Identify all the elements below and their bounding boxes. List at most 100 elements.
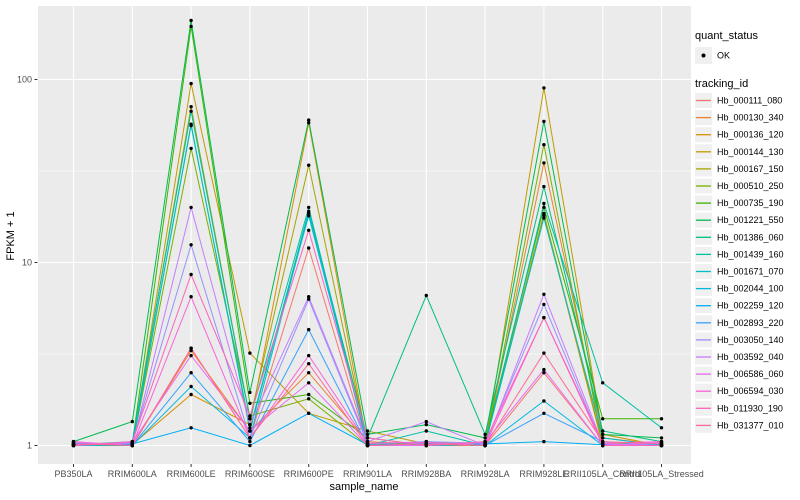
data-point bbox=[189, 243, 193, 247]
x-tick-label: RRIM928LA bbox=[461, 469, 510, 479]
data-point bbox=[71, 442, 76, 446]
data-point bbox=[424, 422, 428, 427]
data-point bbox=[307, 381, 311, 385]
ok-point-icon bbox=[701, 53, 706, 58]
x-tick-label: PB350LA bbox=[54, 469, 92, 479]
data-point bbox=[248, 426, 252, 430]
legend-entry-label: Hb_000735_190 bbox=[717, 198, 784, 208]
legend-entry-label: Hb_003592_040 bbox=[717, 352, 784, 362]
data-point bbox=[307, 362, 311, 366]
data-point bbox=[542, 411, 546, 415]
y-tick-label: 1 bbox=[27, 441, 32, 451]
y-tick-label: 100 bbox=[17, 75, 32, 85]
x-tick-label: RRIM600LA bbox=[108, 469, 157, 479]
data-point bbox=[542, 161, 546, 165]
y-tick-label: 10 bbox=[22, 258, 32, 268]
data-point bbox=[189, 272, 193, 277]
data-point bbox=[189, 18, 193, 23]
data-point bbox=[189, 392, 193, 397]
data-point bbox=[483, 432, 487, 437]
data-point bbox=[307, 163, 311, 167]
data-point bbox=[601, 429, 605, 433]
data-point bbox=[189, 348, 193, 353]
data-point bbox=[424, 429, 428, 433]
data-point bbox=[130, 419, 134, 424]
data-point bbox=[601, 443, 605, 448]
data-point bbox=[424, 419, 428, 424]
legend-entry-label: Hb_001221_550 bbox=[717, 215, 784, 225]
data-point bbox=[424, 442, 428, 446]
data-point bbox=[130, 443, 134, 448]
data-point bbox=[542, 399, 546, 403]
data-point bbox=[189, 205, 193, 210]
legend-entry-label: Hb_001671_070 bbox=[717, 267, 784, 277]
data-point bbox=[189, 146, 193, 151]
quant-status-legend-label: OK bbox=[717, 51, 730, 61]
data-point bbox=[248, 436, 252, 440]
data-point bbox=[542, 351, 546, 355]
data-point bbox=[601, 417, 605, 421]
data-point bbox=[189, 105, 193, 109]
data-point bbox=[307, 327, 311, 332]
x-axis-title: sample_name bbox=[329, 481, 398, 493]
legend-entry-label: Hb_006594_030 bbox=[717, 386, 784, 396]
legend-entry-label: Hb_000167_150 bbox=[717, 164, 784, 174]
x-tick-label: RRII105LA_Control bbox=[564, 469, 642, 479]
data-point bbox=[248, 439, 252, 444]
data-point bbox=[542, 86, 546, 90]
data-point bbox=[307, 246, 311, 250]
legend-entry-label: Hb_002893_220 bbox=[717, 318, 784, 328]
data-point bbox=[189, 371, 193, 375]
data-point bbox=[307, 392, 311, 397]
y-axis-title: FPKM + 1 bbox=[5, 211, 17, 260]
tracking-id-legend-title: tracking_id bbox=[695, 78, 748, 90]
data-point bbox=[307, 295, 311, 299]
legend-entry-label: Hb_001386_060 bbox=[717, 232, 784, 242]
data-point bbox=[542, 201, 546, 206]
data-point bbox=[307, 371, 311, 375]
data-point bbox=[542, 302, 546, 307]
legend-entry-label: Hb_001439_160 bbox=[717, 249, 784, 259]
x-tick-label: RRIM600LE bbox=[167, 469, 216, 479]
data-point bbox=[365, 443, 370, 448]
data-point bbox=[659, 426, 664, 430]
axes: 1 10 100 PB350LA RRIM600LA RRIM600LE RRIM600SE… bbox=[17, 75, 704, 480]
data-point bbox=[542, 143, 546, 147]
data-point bbox=[189, 346, 193, 350]
data-point bbox=[130, 439, 134, 444]
legend-entry-label: Hb_003050_140 bbox=[717, 335, 784, 345]
legend-entry-label: Hb_002044_100 bbox=[717, 284, 784, 294]
data-point bbox=[248, 351, 252, 355]
legend-entry-label: Hb_000510_250 bbox=[717, 181, 784, 191]
data-point bbox=[189, 295, 193, 299]
data-point bbox=[307, 118, 311, 122]
data-point bbox=[307, 228, 311, 232]
data-point bbox=[365, 432, 370, 437]
data-point bbox=[601, 436, 605, 440]
legend-entry-label: Hb_031377_010 bbox=[717, 420, 784, 430]
quant-status-legend-title: quant_status bbox=[695, 30, 758, 42]
data-point bbox=[189, 24, 193, 29]
data-point bbox=[542, 184, 546, 189]
legend: quant_status OK tracking_id Hb_000111_08… bbox=[695, 30, 784, 433]
data-point bbox=[601, 432, 605, 437]
data-point bbox=[424, 293, 428, 298]
x-tick-label: RRII105LA_Stressed bbox=[619, 469, 704, 479]
legend-entry-label: Hb_000111_080 bbox=[717, 96, 782, 106]
data-point bbox=[483, 443, 487, 448]
data-point bbox=[542, 371, 546, 375]
legend-entry-label: Hb_000136_120 bbox=[717, 130, 784, 140]
data-point bbox=[248, 401, 252, 405]
data-point bbox=[307, 297, 311, 301]
data-point bbox=[307, 205, 311, 210]
data-point bbox=[307, 211, 311, 216]
data-point bbox=[248, 443, 252, 448]
data-point bbox=[189, 353, 193, 358]
legend-entry-label: Hb_006586_060 bbox=[717, 369, 784, 379]
data-point bbox=[307, 397, 311, 401]
data-point bbox=[307, 411, 311, 415]
x-tick-label: RRIM928LE bbox=[519, 469, 568, 479]
data-point bbox=[542, 216, 546, 220]
data-point bbox=[248, 429, 252, 433]
